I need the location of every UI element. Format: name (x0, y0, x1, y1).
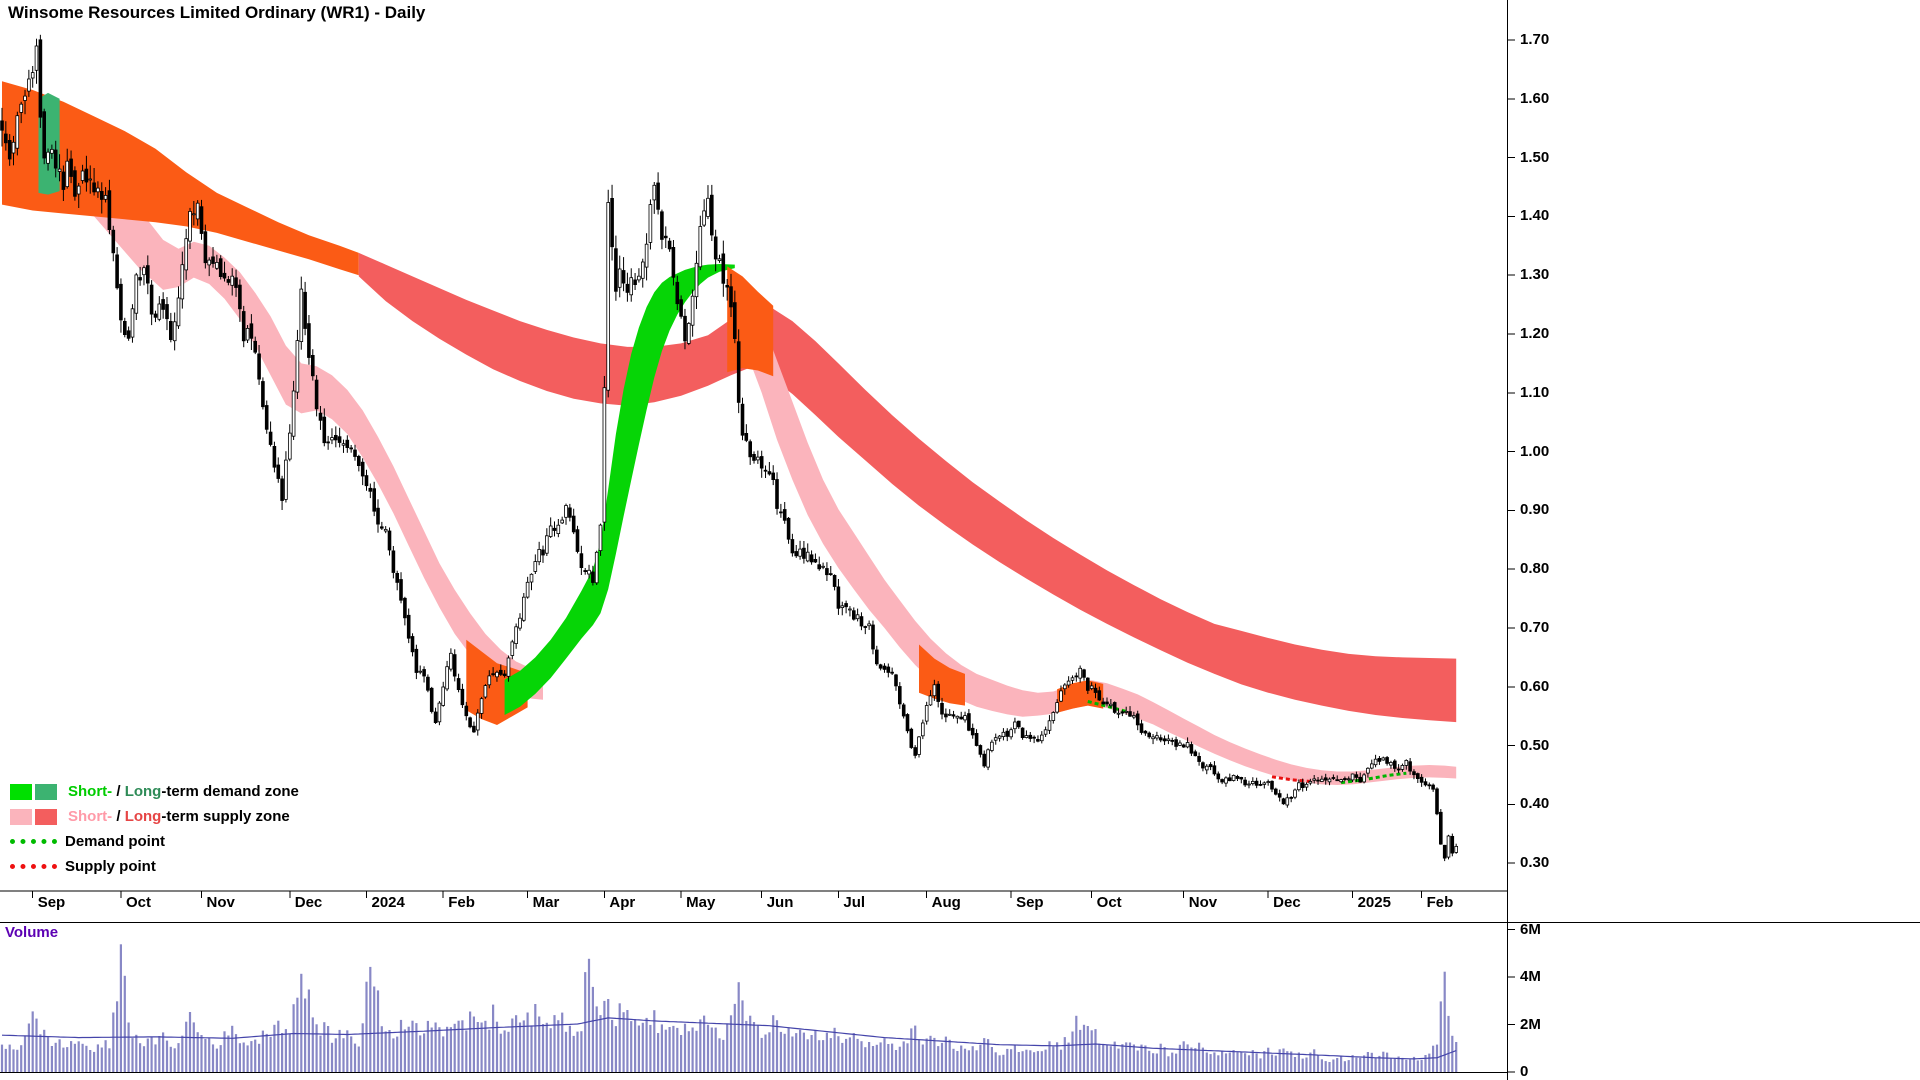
volume-axis-label: 4M (1520, 968, 1541, 985)
x-axis-label: Apr (609, 894, 636, 911)
price-axis-label: 0.50 (1520, 736, 1550, 754)
legend-zone-swatch (35, 783, 57, 800)
short-term-demand-zone (504, 264, 735, 715)
price-axis-label: 1.30 (1520, 266, 1550, 284)
demand-point-line-2 (1340, 771, 1407, 785)
volume-bars-layer (0, 944, 1458, 1072)
x-axis-label: Nov (206, 894, 235, 911)
price-axis-label: 0.40 (1520, 795, 1550, 813)
volume-panel-label: Volume (5, 924, 59, 941)
legend-zone-swatch (10, 808, 32, 825)
legend-row-0: Short- / Long-term demand zone (10, 779, 299, 804)
x-axis-label: Jun (766, 894, 794, 911)
price-axis-label: 1.60 (1520, 89, 1550, 107)
x-axis-label: Oct (125, 894, 151, 911)
price-axis-label: 1.10 (1520, 383, 1550, 401)
x-axis-label: Sep (37, 894, 66, 911)
x-axis-label: Feb (448, 894, 475, 911)
long-term-supply-zone-early (2, 81, 359, 276)
candlestick-series (0, 34, 1459, 862)
price-axis-label: 1.20 (1520, 325, 1550, 342)
price-axis-label: 0.80 (1520, 560, 1550, 578)
legend-row-3: Supply point (10, 854, 299, 879)
x-axis-label: Feb (1426, 894, 1454, 911)
legend-dotted-line-swatch (10, 839, 57, 844)
x-axis-label: May (686, 894, 716, 911)
legend: Short- / Long-term demand zone Short- / L… (10, 779, 299, 879)
x-axis-label: Aug (931, 894, 961, 911)
x-axis-label: Dec (1273, 894, 1301, 911)
supply-demand-bands-layer (2, 81, 1457, 785)
volume-axis-label: 6M (1520, 920, 1541, 938)
volume-axis-label: 2M (1520, 1015, 1541, 1033)
volume-ma-line (1, 1017, 1457, 1060)
price-axis-label: 1.50 (1520, 148, 1550, 166)
legend-dotted-line-swatch (10, 864, 57, 869)
price-axis-label: 0.30 (1520, 854, 1550, 872)
x-axis-label: Nov (1188, 894, 1218, 911)
price-axis-label: 1.70 (1520, 31, 1550, 48)
x-axis-label: Sep (1016, 894, 1044, 911)
price-axis-label: 0.60 (1520, 677, 1550, 695)
x-axis-label: 2024 (371, 894, 405, 911)
x-axis-label: Dec (294, 894, 323, 911)
x-axis-label: 2025 (1357, 894, 1391, 911)
legend-label: Supply point (65, 858, 156, 875)
price-axis-label: 0.90 (1520, 501, 1550, 519)
volume-axis-label: 0 (1520, 1063, 1529, 1080)
price-axis-label: 0.70 (1520, 619, 1550, 636)
legend-label: Demand point (65, 833, 165, 850)
short-term-supply-zone-1 (71, 142, 543, 700)
legend-label: Short- / Long-term demand zone (68, 783, 299, 800)
legend-row-2: Demand point (10, 829, 299, 854)
price-axis-label: 1.40 (1520, 207, 1550, 225)
short-term-supply-zone-2 (731, 272, 1457, 785)
legend-row-1: Short- / Long-term supply zone (10, 804, 299, 829)
legend-zone-swatch (35, 808, 57, 825)
x-axis-label: Mar (532, 894, 560, 911)
legend-label: Short- / Long-term supply zone (68, 808, 290, 825)
price-axis-label: 1.00 (1520, 442, 1550, 460)
chart-title: Winsome Resources Limited Ordinary (WR1)… (8, 3, 426, 22)
x-axis-label: Oct (1096, 894, 1122, 911)
x-axis-label: Jul (843, 894, 866, 911)
legend-zone-swatch (10, 783, 32, 800)
